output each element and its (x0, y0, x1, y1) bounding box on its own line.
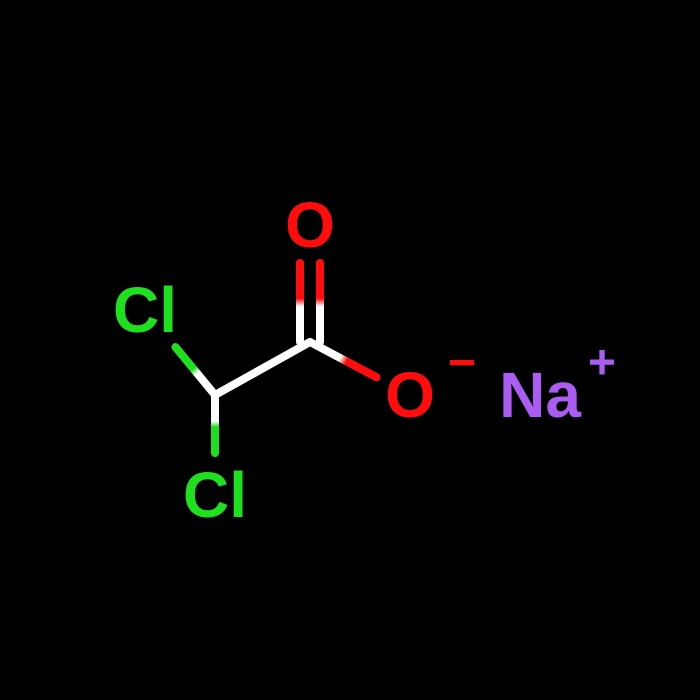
atom-O_top: O (285, 189, 335, 261)
bond (310, 342, 376, 377)
atom-Cl_bottom: Cl (183, 459, 247, 531)
bonds-layer (176, 263, 377, 453)
atom-Cl_left: Cl (113, 274, 177, 346)
bond (176, 347, 215, 395)
atom-O_right: O (385, 359, 435, 431)
bond (215, 342, 310, 395)
molecule-diagram: OO−ClClNa+ (0, 0, 700, 700)
charge-O_right: − (448, 337, 476, 390)
charge-Na: + (588, 337, 616, 390)
atom-Na: Na (499, 359, 581, 431)
